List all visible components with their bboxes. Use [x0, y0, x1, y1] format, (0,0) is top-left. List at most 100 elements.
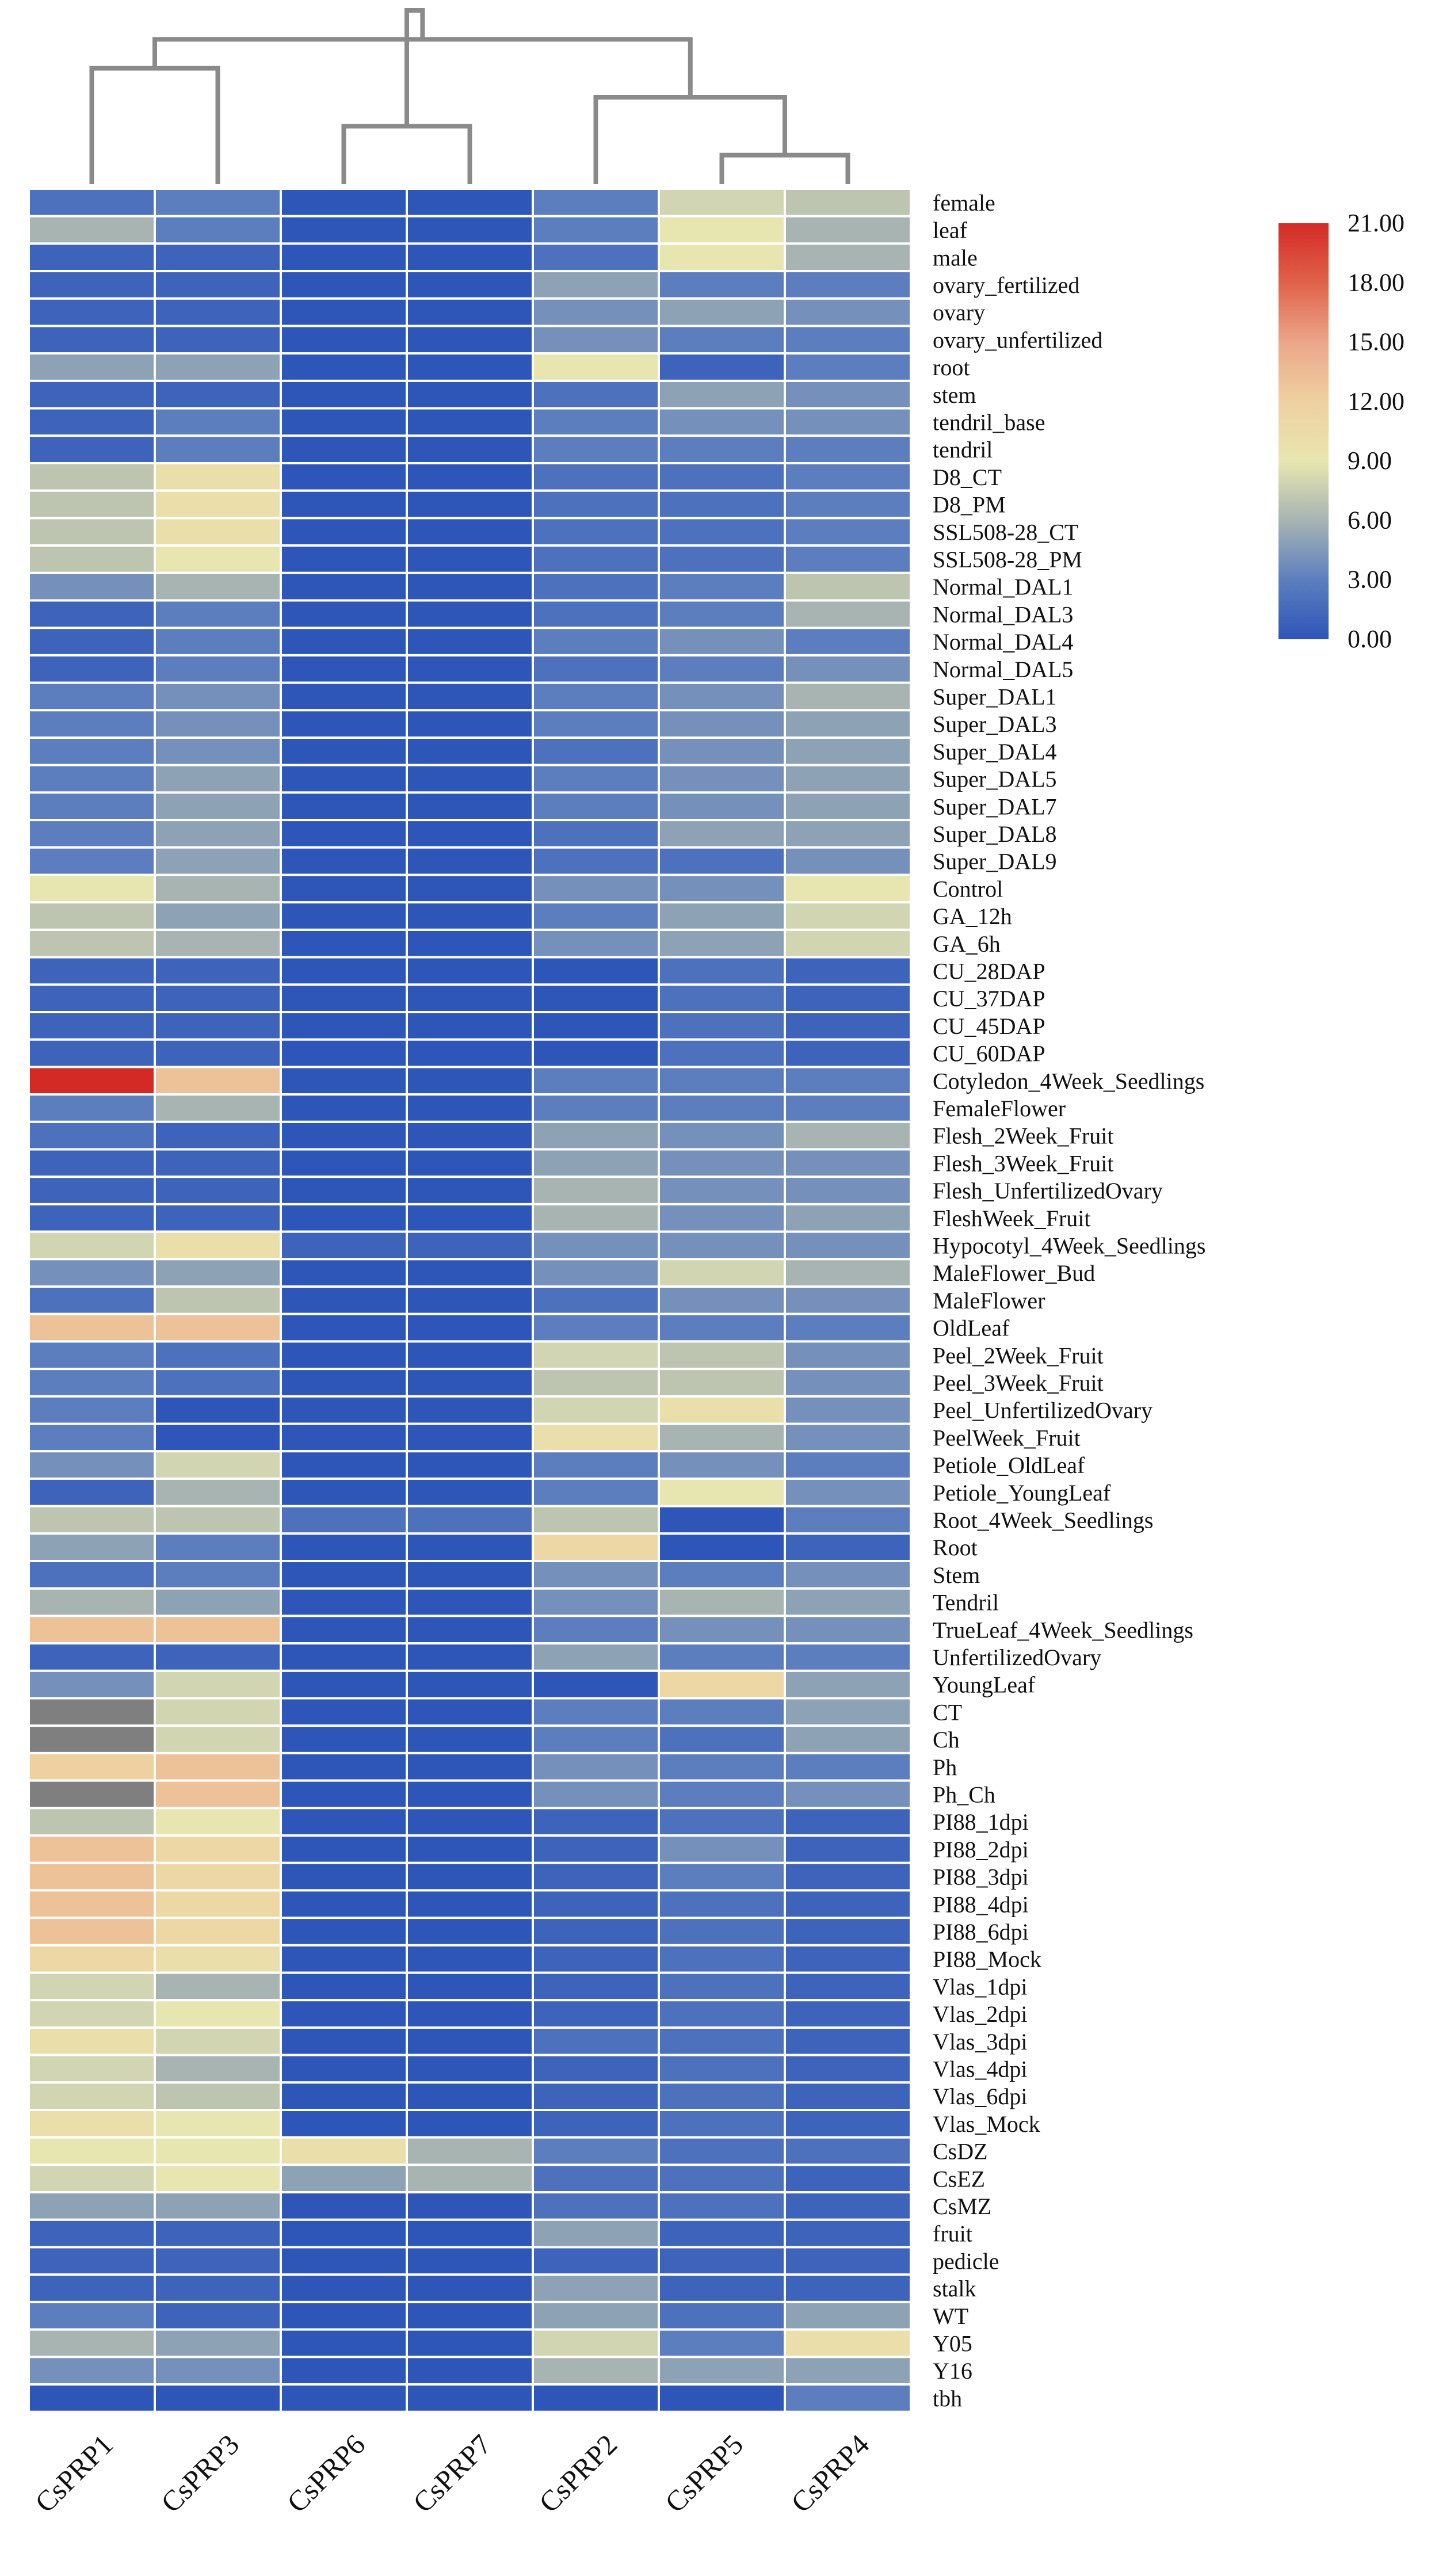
heatmap-cell: [280, 270, 408, 300]
heatmap-cell: [28, 956, 156, 986]
heatmap-cell: [154, 489, 282, 520]
heatmap-cell: [280, 2356, 408, 2386]
heatmap-cell: [154, 2356, 282, 2386]
heatmap-cell: [406, 681, 534, 712]
heatmap-cell: [28, 517, 156, 547]
heatmap-cell: [154, 2328, 282, 2359]
heatmap-cell: [406, 1505, 534, 1535]
heatmap-cell: [532, 627, 660, 657]
heatmap-cell: [280, 434, 408, 464]
heatmap-cell: [658, 2356, 786, 2386]
heatmap-cell: [532, 1834, 660, 1864]
heatmap-cell: [154, 1368, 282, 1398]
heatmap-cell: [658, 819, 786, 849]
heatmap-cell: [406, 352, 534, 382]
heatmap-cell: [406, 434, 534, 464]
heatmap-cell: [280, 1917, 408, 1947]
heatmap-cell: [406, 956, 534, 986]
heatmap-cell: [154, 1340, 282, 1371]
heatmap-cell: [532, 352, 660, 382]
heatmap-cell: [28, 2054, 156, 2084]
row-label: Petiole_YoungLeaf: [933, 1480, 1111, 1506]
heatmap-cell: [658, 736, 786, 766]
heatmap-cell: [28, 489, 156, 520]
heatmap-cell: [280, 2081, 408, 2112]
row-label: leaf: [933, 217, 968, 243]
dendrogram-link: [404, 8, 425, 127]
heatmap-cell: [154, 1532, 282, 1563]
heatmap-cell: [406, 1395, 534, 1425]
heatmap-cell: [28, 1532, 156, 1563]
heatmap-cell: [532, 1203, 660, 1233]
heatmap-cell: [154, 215, 282, 245]
heatmap-cell: [658, 1093, 786, 1123]
heatmap-cell: [658, 270, 786, 300]
heatmap-cell: [406, 2054, 534, 2084]
heatmap-cell: [658, 462, 786, 492]
heatmap-cell: [154, 2218, 282, 2249]
heatmap-cell: [28, 736, 156, 766]
heatmap-cell: [532, 2054, 660, 2084]
row-label: CsDZ: [933, 2139, 988, 2165]
heatmap-cell: [28, 188, 156, 217]
heatmap-cell: [658, 1971, 786, 2002]
heatmap-cell: [154, 2163, 282, 2194]
heatmap-cell: [280, 654, 408, 684]
row-label: Super_DAL7: [933, 793, 1057, 819]
heatmap-cell: [658, 983, 786, 1014]
row-label: CU_45DAP: [933, 1013, 1045, 1039]
heatmap-cell: [406, 215, 534, 245]
heatmap-cell: [280, 407, 408, 437]
heatmap-cell: [532, 736, 660, 766]
heatmap-cell: [28, 1587, 156, 1617]
heatmap-cell: [658, 2246, 786, 2276]
heatmap-cell: [658, 188, 786, 217]
heatmap-cell: [784, 1148, 912, 1178]
heatmap-cell: [532, 1669, 660, 1700]
heatmap-cell: [532, 1642, 660, 1672]
heatmap-cell: [28, 1120, 156, 1151]
heatmap-cell: [532, 379, 660, 410]
heatmap-cell: [658, 1532, 786, 1563]
heatmap-cell: [406, 1944, 534, 1974]
heatmap-cell: [28, 1642, 156, 1672]
heatmap-cell: [280, 352, 408, 382]
heatmap-cell: [406, 1203, 534, 1233]
heatmap-cell: [280, 1971, 408, 2002]
row-label: Vlas_1dpi: [933, 1974, 1027, 1999]
heatmap-cell: [154, 2136, 282, 2166]
dendrogram-link: [593, 95, 787, 184]
row-label: stalk: [933, 2276, 976, 2302]
row-label: PI88_3dpi: [933, 1864, 1029, 1890]
heatmap-cell: [532, 2356, 660, 2386]
row-label: Super_DAL3: [933, 711, 1057, 737]
heatmap-cell: [154, 2383, 282, 2413]
row-label: male: [933, 245, 978, 270]
legend-tick-label: 3.00: [1348, 566, 1392, 594]
heatmap-cell: [28, 901, 156, 931]
row-label: ovary_unfertilized: [933, 327, 1102, 353]
heatmap-cell: [28, 434, 156, 464]
heatmap-cell: [784, 736, 912, 766]
heatmap-cell: [28, 873, 156, 904]
heatmap-cell: [280, 819, 408, 849]
heatmap-cell: [154, 709, 282, 739]
heatmap-cell: [28, 1751, 156, 1782]
heatmap-cell: [28, 1971, 156, 2002]
heatmap-cell: [28, 2273, 156, 2303]
heatmap-cell: [406, 270, 534, 300]
heatmap-cell: [784, 681, 912, 712]
heatmap-cell: [280, 2136, 408, 2166]
heatmap-cell: [154, 1395, 282, 1425]
heatmap-cell: [532, 1724, 660, 1754]
heatmap-cell: [280, 1669, 408, 1700]
row-label: Ph_Ch: [933, 1781, 995, 1807]
heatmap-cell: [532, 1066, 660, 1096]
heatmap-cell: [784, 764, 912, 794]
heatmap-cell: [280, 1148, 408, 1178]
heatmap-cell: [784, 1587, 912, 1617]
heatmap-cell: [280, 1176, 408, 1205]
row-label: CT: [933, 1699, 962, 1725]
heatmap-cell: [658, 1999, 786, 2029]
heatmap-cell: [280, 517, 408, 547]
